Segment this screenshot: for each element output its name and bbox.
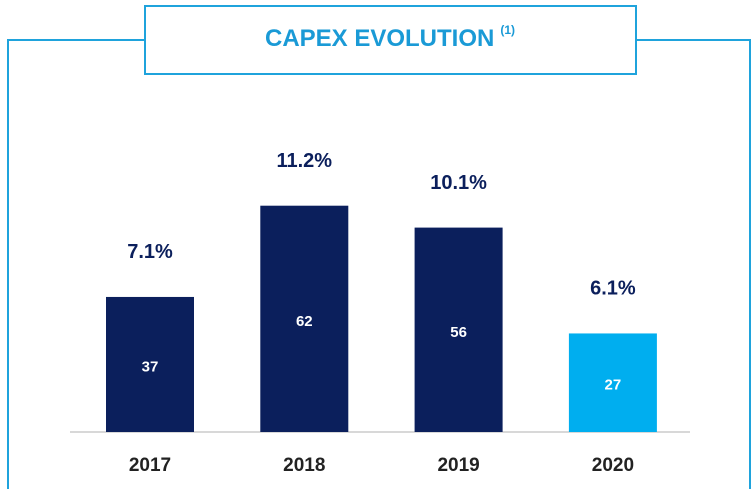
- value-label: 27: [605, 377, 622, 394]
- bar: [568, 333, 657, 432]
- bar: [260, 205, 349, 432]
- title-note: (1): [500, 23, 515, 37]
- annotation: 6.1%: [590, 278, 636, 300]
- x-tick-label: 2017: [129, 455, 171, 476]
- title-text: CAPEX EVOLUTION: [265, 25, 494, 52]
- annotation: 10.1%: [430, 172, 487, 194]
- x-tick-label: 2019: [437, 455, 479, 476]
- title-box: [144, 5, 637, 75]
- value-label: 56: [450, 324, 467, 341]
- bar: [106, 296, 194, 432]
- x-tick-label: 2020: [592, 455, 634, 476]
- chart-title: CAPEX EVOLUTION (1): [265, 23, 515, 52]
- bar: [414, 227, 503, 432]
- annotation: 11.2%: [276, 150, 332, 172]
- frame-left: [7, 39, 145, 489]
- frame: [7, 5, 751, 489]
- value-label: 37: [142, 358, 159, 375]
- x-tick-label: 2018: [283, 455, 325, 476]
- annotation: 7.1%: [127, 241, 173, 263]
- frame-right: [636, 39, 751, 489]
- value-label: 62: [296, 313, 313, 330]
